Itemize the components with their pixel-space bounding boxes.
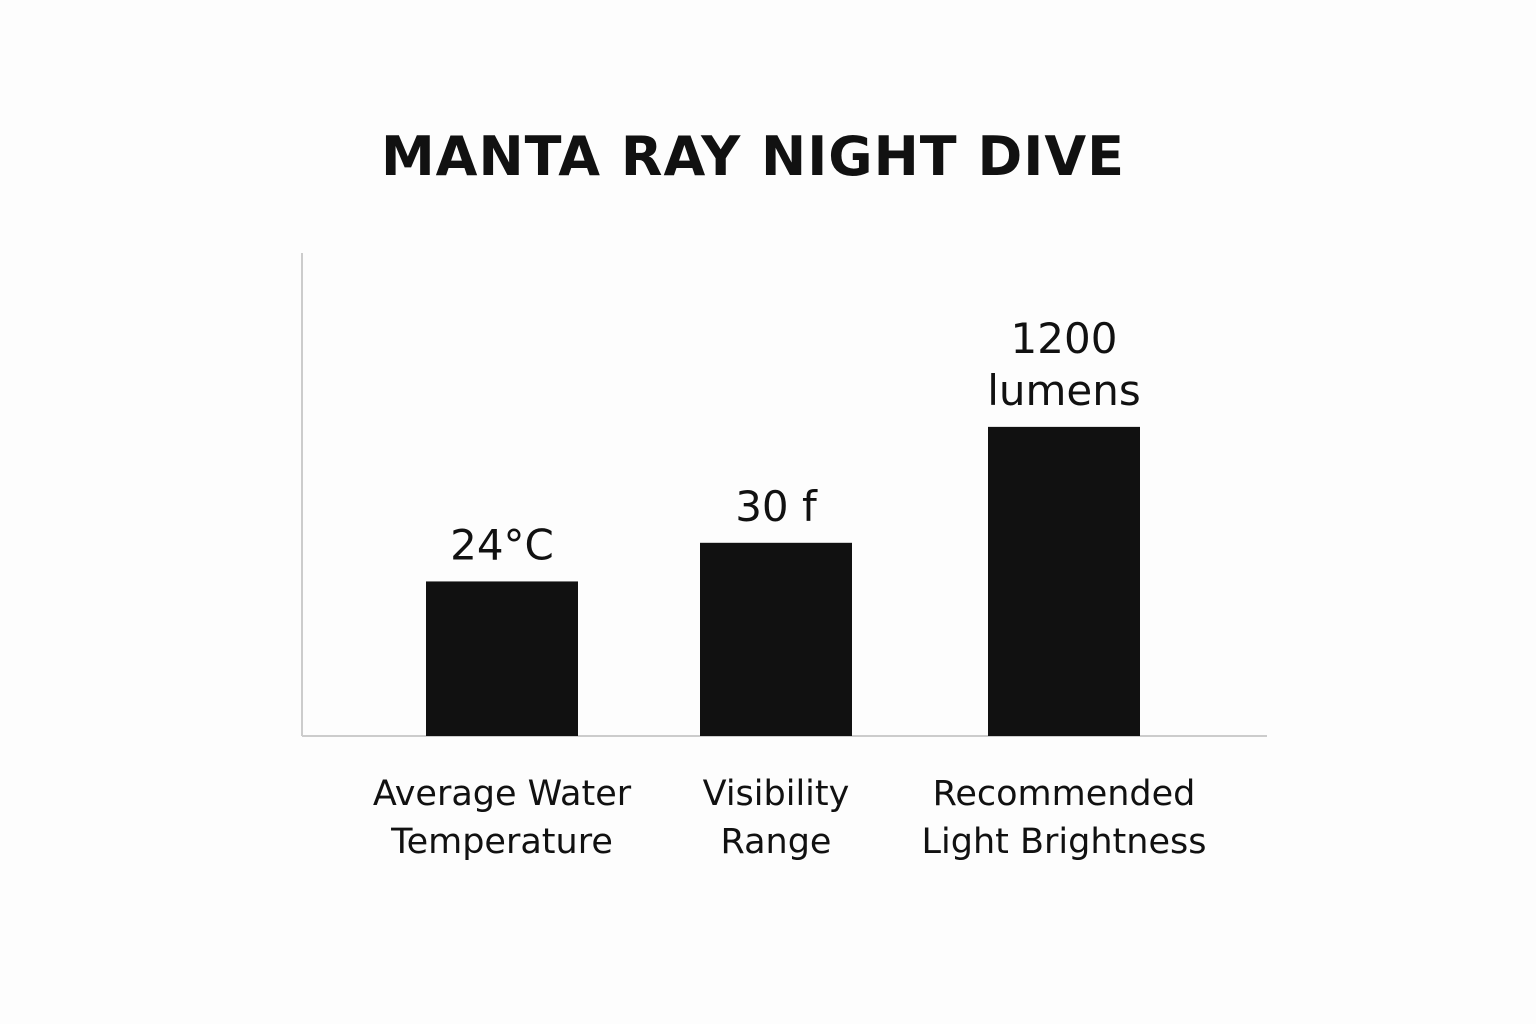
value-labels: 24°C 30 f 1200 lumens [450, 314, 1141, 570]
bar-3 [988, 426, 1140, 736]
bar-2 [700, 542, 852, 736]
bars [426, 426, 1140, 736]
value-label-1: 24°C [450, 520, 554, 569]
value-label-2: 30 f [735, 482, 818, 531]
chart-title: MANTA RAY NIGHT DIVE [381, 125, 1125, 188]
value-label-3: 1200 lumens [987, 314, 1141, 415]
category-label-1: Average Water Temperature [373, 774, 632, 862]
bar-1 [426, 581, 578, 736]
category-labels: Average Water Temperature Visibility Range R… [373, 774, 1207, 862]
category-label-2: Visibility Range [703, 774, 850, 862]
category-label-3: Recommended Light Brightness [922, 774, 1207, 862]
